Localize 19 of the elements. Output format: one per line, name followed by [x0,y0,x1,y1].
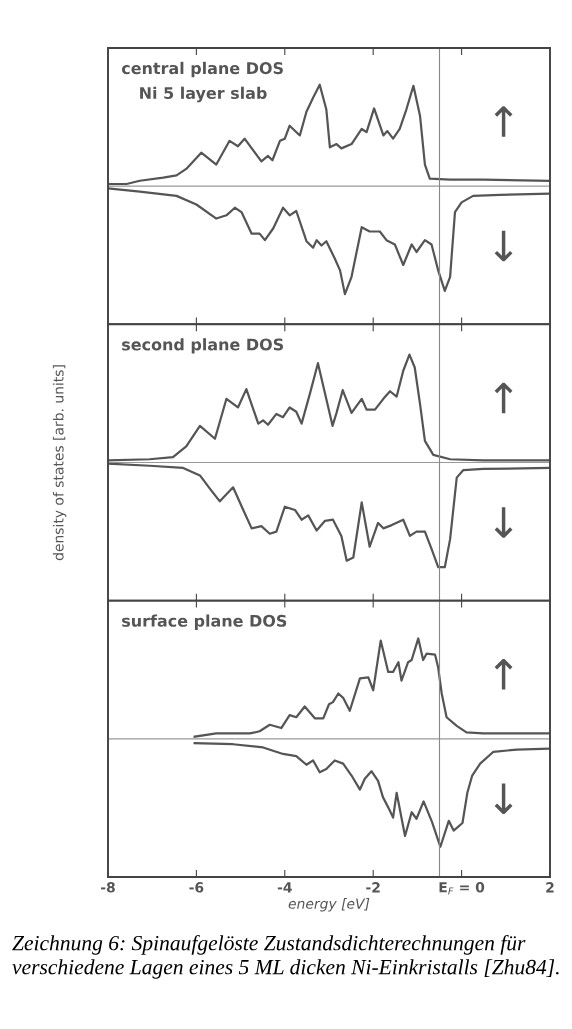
chart-subtitle: Ni 5 layer slab [140,86,267,103]
x-tick-label: 2 [546,882,554,893]
x-tick-label: -2 [366,882,380,893]
annotation: ↓ [494,507,513,538]
x-tick-label: -6 [189,882,204,893]
chart-title: central plane DOS [121,61,283,78]
text: Zeichnung 6: Spinaufgelöste Zustandsdichterechnungen für verschiedene Lagen eines 5 ML dicken Ni-Einkristalls [Zhu84]. [12,935,559,979]
y-axis-title: density of states [arb. units] [52,365,67,561]
annotation: ↑ [494,382,513,414]
annotation: ↓ [494,783,513,815]
x-axis-title: energy [eV] [288,898,370,912]
x-tick-label: -4 [277,882,292,893]
chart-title: surface plane DOS [122,614,287,630]
x-tick-label: E$_{F}$ = 0 [439,882,485,895]
x-tick-label: -8 [101,882,115,893]
annotation: ↓ [494,230,513,262]
annotation: ↑ [494,106,513,137]
annotation: ↑ [494,659,513,690]
chart-title: second plane DOS [122,338,284,354]
